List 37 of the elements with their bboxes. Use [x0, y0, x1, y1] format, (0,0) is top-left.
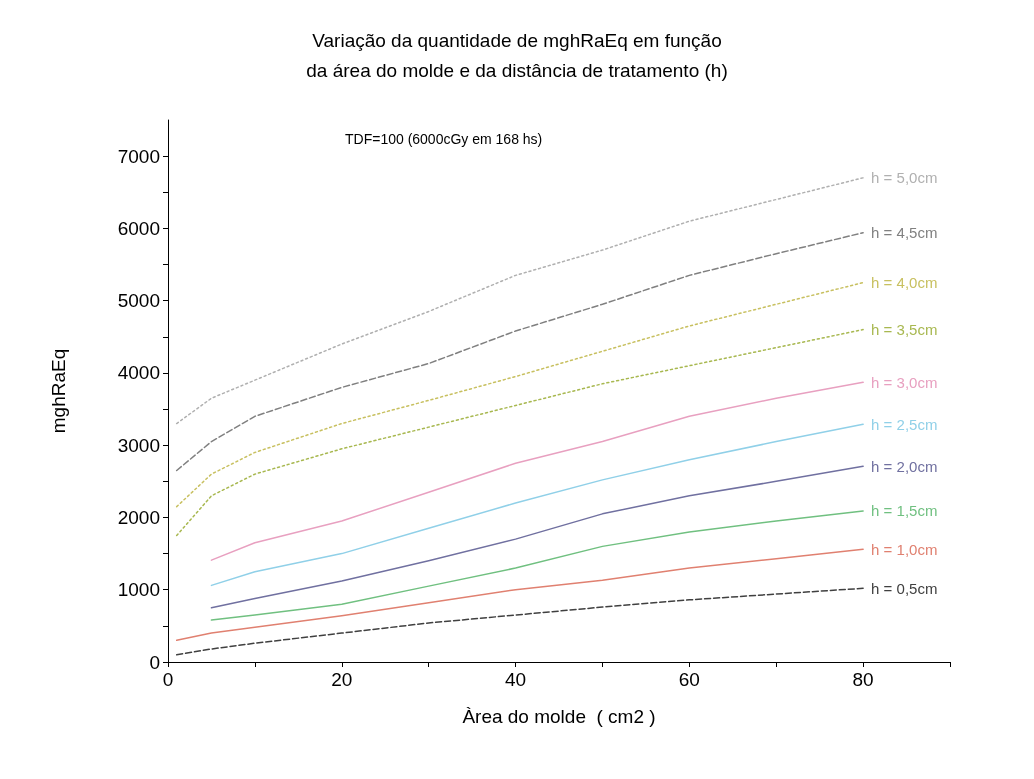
- series-label: h = 1,0cm: [871, 540, 938, 558]
- series-label: h = 2,5cm: [871, 415, 938, 433]
- y-tick-label: 7000: [117, 145, 160, 167]
- y-tick-label: 4000: [117, 362, 160, 384]
- line-series: [175, 587, 864, 656]
- y-tick-label: 3000: [117, 434, 160, 456]
- line-series: [210, 423, 864, 587]
- series-label: h = 1,5cm: [871, 502, 938, 520]
- annotation: TDF=100 (6000cGy em 168 hs): [345, 131, 543, 147]
- y-tick-label: 0: [149, 651, 160, 673]
- line-series: [175, 177, 864, 425]
- series-label: h = 2,0cm: [871, 457, 938, 475]
- x-tick-label: 0: [162, 669, 174, 690]
- x-tick-label: 40: [504, 669, 527, 690]
- series-label: h = 3,0cm: [871, 373, 938, 391]
- line-series: [175, 548, 864, 642]
- chart-title: Variação da quantidade de mghRaEq em função da área do molde e da distância de tratamento (h): [306, 29, 728, 81]
- y-tick-label: 1000: [117, 579, 160, 601]
- x-tick-label: 80: [852, 669, 874, 690]
- y-tick-label: 5000: [117, 290, 160, 312]
- series-label: h = 4,0cm: [871, 274, 938, 292]
- x-axis-title: Àrea do molde ( cm2 ): [462, 706, 656, 727]
- line-series: [210, 381, 864, 561]
- series-label: h = 5,0cm: [871, 169, 938, 187]
- series-label: h = 3,5cm: [871, 321, 938, 339]
- line-series: [175, 231, 864, 472]
- y-tick-label: 2000: [117, 506, 160, 528]
- series-label: h = 0,5cm: [871, 579, 938, 597]
- line-series: [175, 281, 864, 508]
- x-tick-label: 60: [678, 669, 700, 690]
- line-series: [210, 465, 864, 609]
- y-tick-label: 6000: [117, 217, 160, 239]
- series-label: h = 4,5cm: [871, 224, 938, 242]
- line-series: [210, 510, 864, 621]
- x-tick-label: 20: [331, 669, 353, 690]
- y-axis-title: mghRaEq: [48, 348, 69, 434]
- line-series: [175, 328, 864, 537]
